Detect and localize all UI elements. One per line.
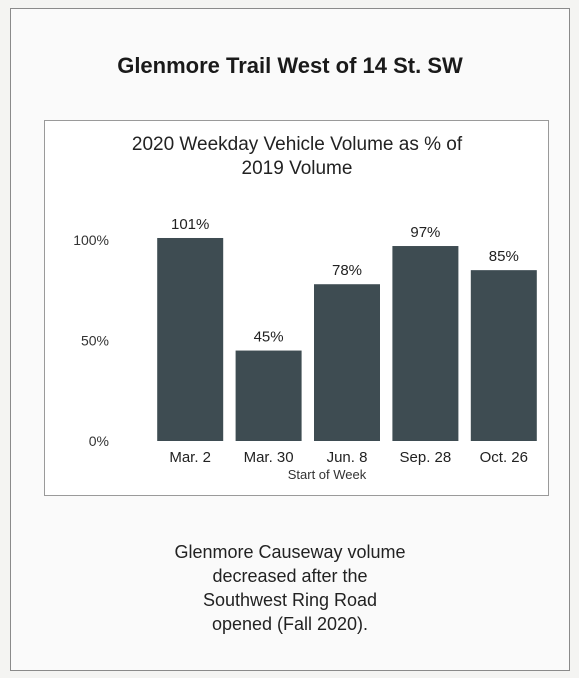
x-tick-label: Mar. 2: [169, 449, 211, 466]
bar-1: [157, 237, 224, 441]
x-tick-label: Oct. 26: [480, 449, 528, 466]
y-tick-label: 50%: [81, 333, 109, 349]
y-tick-label: 0%: [89, 433, 109, 449]
y-tick-label: 100%: [73, 232, 109, 248]
caption-line-3: Southwest Ring Road: [202, 590, 378, 610]
x-axis-label: Start of Week: [288, 467, 367, 482]
chart-title-line-2: 2019 Volume: [242, 158, 353, 179]
page-title: Glenmore Trail West of 14 St. SW: [117, 53, 463, 78]
x-tick-label: Mar. 30: [244, 449, 294, 466]
data-label: 45%: [254, 329, 284, 346]
caption: Glenmore Causeway volume decreased after…: [11, 540, 569, 636]
data-label: 85%: [489, 248, 519, 265]
bar-4: [392, 246, 459, 441]
bar-5: [470, 270, 537, 441]
slide-frame: Glenmore Trail West of 14 St. SW 2020 We…: [10, 8, 570, 671]
chart-panel: 2020 Weekday Vehicle Volume as % of 2019 …: [44, 120, 549, 496]
caption-line-4: opened (Fall 2020).: [211, 614, 369, 634]
chart-title-line-1: 2020 Weekday Vehicle Volume as % of: [132, 134, 463, 155]
x-tick-label: Jun. 8: [327, 449, 368, 466]
bar-2: [235, 350, 302, 441]
bar-3: [314, 284, 380, 441]
bar-chart: 2020 Weekday Vehicle Volume as % of 2019 …: [73, 134, 537, 482]
data-label: 78%: [332, 262, 362, 279]
data-label: 97%: [410, 224, 440, 241]
x-tick-label: Sep. 28: [400, 449, 452, 466]
caption-line-2: decreased after the: [212, 566, 368, 586]
data-label: 101%: [171, 216, 209, 233]
caption-line-1: Glenmore Causeway volume: [174, 542, 406, 562]
